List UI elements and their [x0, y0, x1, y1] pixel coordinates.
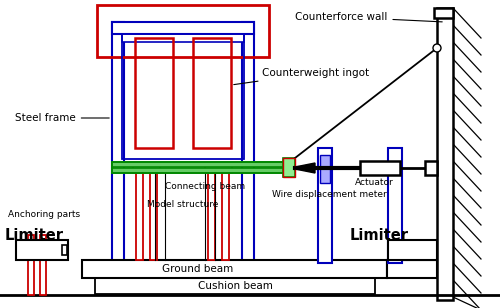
Bar: [28, 235, 34, 295]
Bar: [437, 8, 453, 300]
Bar: [122, 34, 244, 159]
Text: Limiter: Limiter: [350, 228, 409, 243]
Bar: [82, 260, 387, 278]
Text: Steel frame: Steel frame: [15, 113, 109, 123]
Bar: [283, 158, 295, 177]
Bar: [150, 170, 157, 260]
Text: Actuator: Actuator: [355, 178, 394, 187]
Bar: [387, 260, 437, 278]
Bar: [112, 22, 124, 267]
Text: Wire displacement meter: Wire displacement meter: [272, 190, 387, 199]
Bar: [95, 278, 375, 294]
Text: Limiter: Limiter: [5, 228, 64, 243]
Bar: [135, 38, 173, 148]
Bar: [112, 168, 287, 173]
Bar: [360, 161, 400, 175]
Bar: [320, 155, 330, 183]
Bar: [205, 163, 232, 173]
Text: Model structure: Model structure: [147, 200, 218, 209]
Bar: [136, 170, 143, 260]
Bar: [193, 38, 231, 148]
Text: Ground beam: Ground beam: [162, 264, 234, 274]
Bar: [434, 8, 453, 18]
Bar: [62, 245, 67, 255]
Polygon shape: [295, 163, 315, 173]
Text: Anchoring parts: Anchoring parts: [8, 210, 80, 219]
Bar: [388, 240, 437, 260]
Bar: [112, 162, 287, 173]
Bar: [208, 170, 215, 260]
Bar: [283, 158, 295, 177]
Bar: [40, 235, 46, 295]
Text: Counterforce wall: Counterforce wall: [295, 12, 442, 22]
Bar: [388, 148, 402, 263]
Text: Cushion beam: Cushion beam: [198, 281, 272, 291]
Circle shape: [433, 44, 441, 52]
Bar: [16, 240, 68, 260]
Bar: [112, 22, 254, 34]
Text: Counterweight ingot: Counterweight ingot: [234, 68, 369, 85]
Bar: [122, 34, 244, 42]
Bar: [112, 162, 287, 167]
Bar: [97, 5, 269, 57]
Bar: [425, 161, 437, 175]
Bar: [133, 163, 160, 173]
Bar: [318, 148, 332, 263]
Bar: [242, 22, 254, 267]
Text: Connecting beam: Connecting beam: [165, 182, 245, 191]
Bar: [222, 170, 229, 260]
